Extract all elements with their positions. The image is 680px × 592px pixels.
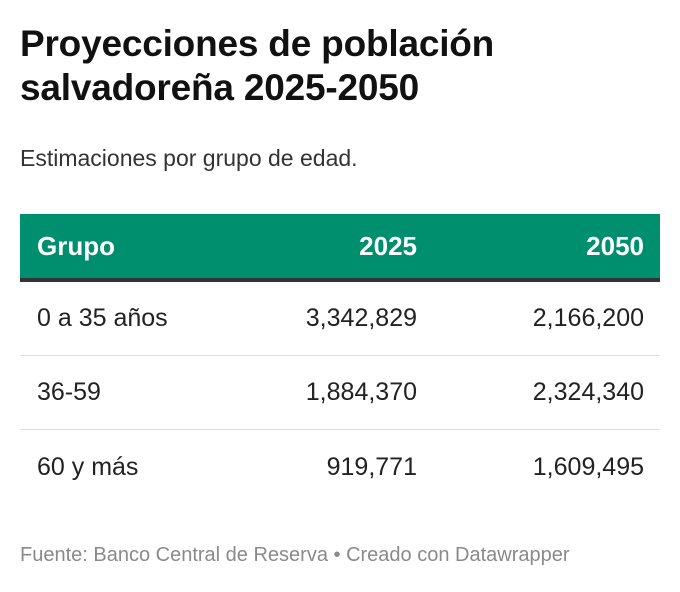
cell-2025: 3,342,829 xyxy=(305,304,417,332)
cell-2025: 1,884,370 xyxy=(305,378,417,406)
chart-title: Proyecciones de población salvadoreña 20… xyxy=(20,23,495,108)
data-table: Grupo 2025 2050 0 a 35 años 3,342,829 2,… xyxy=(20,214,660,504)
cell-2050: 2,166,200 xyxy=(532,304,644,332)
cell-2025: 919,771 xyxy=(326,452,417,481)
table-header: Grupo 2025 2050 xyxy=(20,214,660,282)
cell-group: 36-59 xyxy=(37,378,101,406)
table-row: 0 a 35 años 3,342,829 2,166,200 xyxy=(20,282,660,356)
cell-2050: 1,609,495 xyxy=(532,452,644,481)
table-row: 36-59 1,884,370 2,324,340 xyxy=(20,356,660,430)
column-header-2050: 2050 xyxy=(586,230,644,261)
cell-group: 0 a 35 años xyxy=(37,304,168,332)
column-header-2025: 2025 xyxy=(359,230,417,261)
chart-footer: Fuente: Banco Central de Reserva • Cread… xyxy=(20,544,570,566)
table-row: 60 y más 919,771 1,609,495 xyxy=(20,430,660,504)
column-header-grupo: Grupo xyxy=(37,230,115,261)
chart-subtitle: Estimaciones por grupo de edad. xyxy=(20,145,358,171)
cell-group: 60 y más xyxy=(37,452,139,481)
cell-2050: 2,324,340 xyxy=(532,378,644,406)
